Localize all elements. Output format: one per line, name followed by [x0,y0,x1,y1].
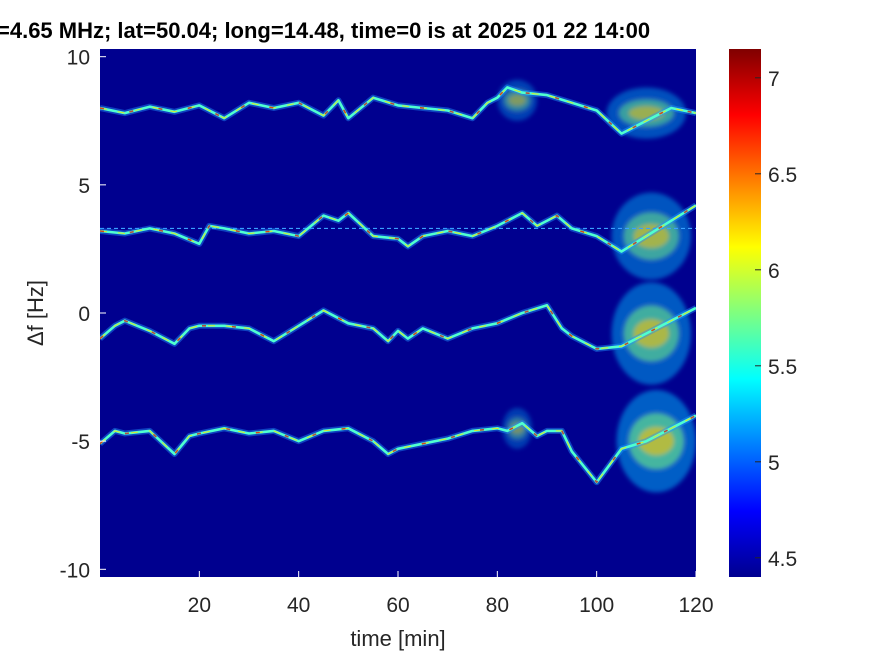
colorbar-ticks: 4.5 5 5.5 6 6.5 7 [755,68,797,571]
x-tick-label: 60 [386,594,409,617]
energy-cluster [497,79,538,121]
colorbar: 4.5 5 5.5 6 6.5 7 [729,49,797,577]
energy-cluster [606,87,687,139]
y-tick-label: -10 [60,559,90,582]
y-tick-label: 5 [78,175,90,198]
trace-hotspots [100,415,696,483]
trace-peaks [100,204,696,253]
chart-title: =4.65 MHz; lat=50.04; long=14.48, time=0… [0,18,650,43]
energy-cluster [611,192,692,280]
colorbar-tick-label: 4.5 [768,548,797,571]
colorbar-tick-label: 6 [768,260,780,283]
x-tick-label: 20 [188,594,211,617]
x-tick-label: 100 [579,594,614,617]
plot-background [100,49,696,577]
y-tick-label: -5 [71,431,90,454]
colorbar-tick-label: 5 [768,452,780,475]
energy-clusters [497,79,696,493]
y-axis-ticks: 10 5 0 -5 -10 [60,47,106,582]
energy-cluster [611,282,692,385]
plot-area [100,49,696,577]
x-axis-label: time [min] [350,626,445,651]
y-tick-label: 10 [67,47,90,70]
x-tick-label: 80 [486,594,509,617]
x-axis-ticks: 20 40 60 80 100 120 [188,571,714,617]
colorbar-tick-label: 7 [768,68,780,91]
trace-peaks [100,86,696,135]
energy-cluster [616,389,696,493]
y-axis-label: Δf [Hz] [23,280,48,346]
colorbar-gradient [729,49,761,577]
x-tick-label: 40 [287,594,310,617]
colorbar-tick-label: 5.5 [768,356,797,379]
x-tick-label: 120 [678,594,713,617]
trace-peaks [100,304,696,350]
colorbar-tick-label: 6.5 [768,164,797,187]
signal-traces [100,84,696,486]
y-tick-label: 0 [78,303,90,326]
